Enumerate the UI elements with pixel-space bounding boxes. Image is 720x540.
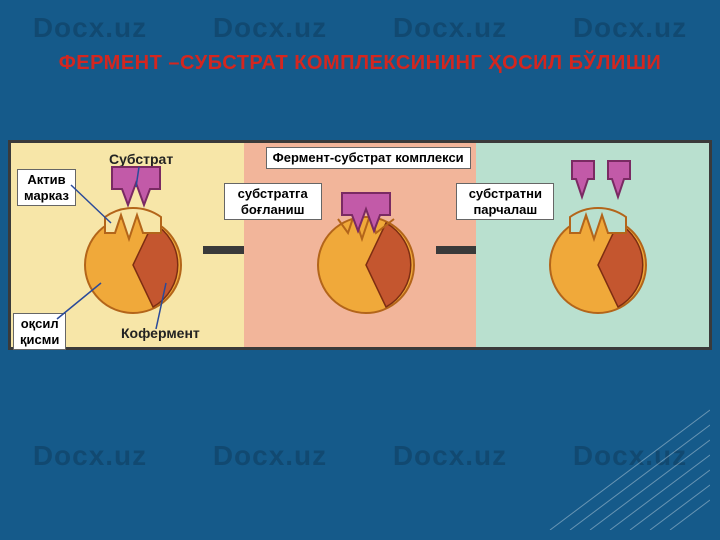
label-complex-text: Фермент-субстрат комплекси [273,150,464,165]
watermark-text: Docx.uz [573,12,687,44]
watermark-text: Docx.uz [393,12,507,44]
panel-1: Субстрат Активмарказ оқсилқисми Кофермен… [11,143,244,347]
watermark-text: Docx.uz [33,440,147,472]
label-split-text: субстратнипарчалаш [469,186,542,217]
watermark-text: Docx.uz [33,12,147,44]
panel-3: субстратнипарчалаш [476,143,709,347]
panel-2: Фермент-субстрат комплекси субстратгабоғ… [244,143,477,347]
watermark-row: Docx.uz Docx.uz Docx.uz Docx.uz [0,440,720,472]
label-bind-text: субстратгабоғланиш [238,186,308,217]
substrate-split-icon [568,159,638,203]
enzyme-diagram: Субстрат Активмарказ оқсилқисми Кофермен… [8,140,712,350]
watermark-row: Docx.uz Docx.uz Docx.uz Docx.uz [0,12,720,44]
title-text: ФЕРМЕНТ –СУБСТРАТ КОМПЛЕКСИНИНГ ҲОСИЛ БЎ… [59,52,662,74]
decor-lines-icon [530,390,710,530]
watermark-text: Docx.uz [393,440,507,472]
substrate-bound-icon [336,191,396,235]
enzyme-open-icon [538,205,668,325]
page-title: ФЕРМЕНТ –СУБСТРАТ КОМПЛЕКСИНИНГ ҲОСИЛ БЎ… [0,52,720,75]
label-complex: Фермент-субстрат комплекси [266,147,471,169]
watermark-text: Docx.uz [213,440,327,472]
watermark-text: Docx.uz [573,440,687,472]
watermark-text: Docx.uz [213,12,327,44]
